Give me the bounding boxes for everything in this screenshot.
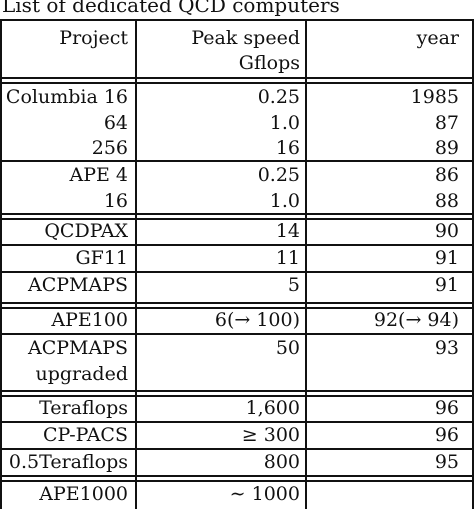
cell-year: 1985: [410, 86, 459, 108]
cell-peak: 0.25: [257, 164, 300, 186]
cell-year: 90: [434, 220, 459, 242]
header-peak-speed: Peak speed: [191, 27, 300, 49]
cell-project: 64: [103, 112, 128, 134]
cell-peak: 16: [275, 137, 300, 159]
row-rule: [0, 421, 474, 423]
column-separator: [135, 19, 137, 509]
cell-peak: ≥ 300: [241, 424, 300, 446]
group-rule: [0, 480, 474, 482]
cell-peak: 1.0: [269, 112, 300, 134]
header-rule-1: [0, 77, 474, 79]
row-rule: [0, 333, 474, 335]
cell-peak: 11: [275, 247, 300, 269]
cell-year: 92(→ 94): [373, 309, 459, 331]
cell-project: ACPMAPS: [27, 337, 128, 359]
cell-year: 88: [434, 190, 459, 212]
cell-project: CP-PACS: [42, 424, 128, 446]
cell-peak: 50: [275, 337, 300, 359]
cell-peak: 1,600: [245, 397, 300, 419]
cell-project: Teraflops: [39, 397, 128, 419]
group-rule: [0, 218, 474, 220]
top-rule: [0, 19, 474, 21]
cell-year: 87: [434, 112, 459, 134]
cell-peak: 0.25: [257, 86, 300, 108]
cell-project: APE 4: [69, 164, 128, 186]
left-border: [0, 19, 2, 509]
cell-peak: 800: [263, 451, 300, 473]
right-border: [472, 19, 474, 509]
row-rule: [0, 244, 474, 246]
cell-year: 96: [434, 424, 459, 446]
group-rule: [0, 395, 474, 397]
table-caption: List of dedicated QCD computers: [2, 0, 340, 17]
cell-project: Columbia 16: [5, 86, 128, 108]
cell-project: APE1000: [39, 483, 128, 505]
group-rule: [0, 390, 474, 392]
cell-project: QCDPAX: [44, 220, 128, 242]
cell-project: upgraded: [35, 363, 128, 385]
group-rule: [0, 307, 474, 309]
header-year: year: [416, 27, 459, 49]
header-peak-unit: Gflops: [238, 52, 300, 74]
cell-year: 95: [434, 451, 459, 473]
cell-peak: ∼ 1000: [229, 483, 300, 505]
header-rule-2: [0, 82, 474, 84]
group-rule: [0, 475, 474, 477]
header-project: Project: [59, 27, 128, 49]
cell-project: GF11: [75, 247, 128, 269]
cell-peak: 5: [287, 274, 300, 296]
cell-peak: 6(→ 100): [214, 309, 300, 331]
group-rule: [0, 213, 474, 215]
cell-peak: 14: [275, 220, 300, 242]
cell-project: 256: [91, 137, 128, 159]
cell-year: 89: [434, 137, 459, 159]
cell-peak: 1.0: [269, 190, 300, 212]
cell-year: 93: [434, 337, 459, 359]
row-rule: [0, 271, 474, 273]
cell-year: 96: [434, 397, 459, 419]
group-rule: [0, 160, 474, 162]
group-rule: [0, 302, 474, 304]
cell-project: APE100: [51, 309, 128, 331]
cell-year: 91: [434, 274, 459, 296]
cell-project: 16: [103, 190, 128, 212]
cell-project: ACPMAPS: [27, 274, 128, 296]
cell-year: 91: [434, 247, 459, 269]
row-rule: [0, 448, 474, 450]
cell-project: 0.5Teraflops: [8, 451, 128, 473]
column-separator: [305, 19, 307, 509]
cell-year: 86: [434, 164, 459, 186]
